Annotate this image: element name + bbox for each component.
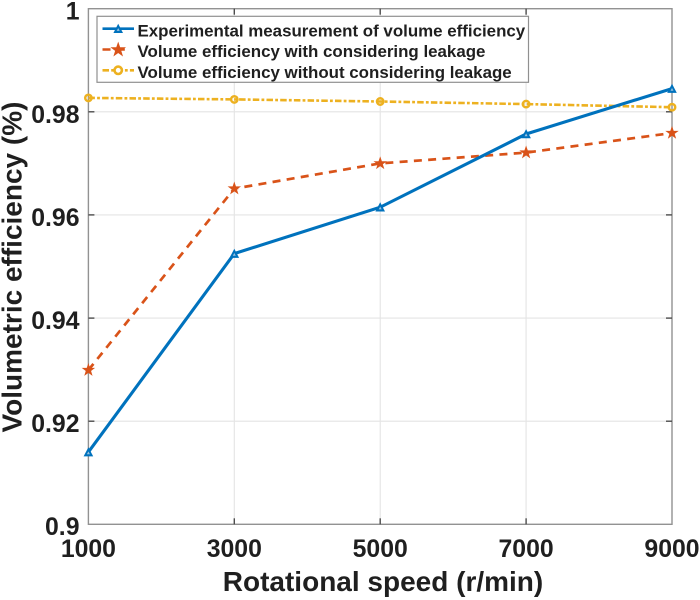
svg-text:Experimental measurement of vo: Experimental measurement of volume effic…: [138, 21, 526, 40]
svg-text:5000: 5000: [353, 536, 408, 563]
svg-text:3000: 3000: [207, 536, 262, 563]
svg-text:Volumetric efficiency (%): Volumetric efficiency (%): [0, 102, 28, 433]
svg-text:0.94: 0.94: [31, 308, 79, 335]
svg-text:1: 1: [66, 0, 80, 26]
svg-text:1000: 1000: [61, 536, 116, 563]
svg-text:0.98: 0.98: [31, 102, 79, 129]
svg-text:Rotational speed (r/min): Rotational speed (r/min): [223, 566, 543, 597]
svg-text:0.96: 0.96: [31, 205, 79, 232]
svg-text:9000: 9000: [644, 536, 699, 563]
svg-text:Volume efficiency without cons: Volume efficiency without considering le…: [138, 63, 512, 82]
svg-text:0.9: 0.9: [45, 514, 79, 541]
svg-text:7000: 7000: [499, 536, 554, 563]
svg-text:0.92: 0.92: [31, 411, 79, 438]
svg-text:Volume efficiency with conside: Volume efficiency with considering leaka…: [138, 42, 486, 61]
